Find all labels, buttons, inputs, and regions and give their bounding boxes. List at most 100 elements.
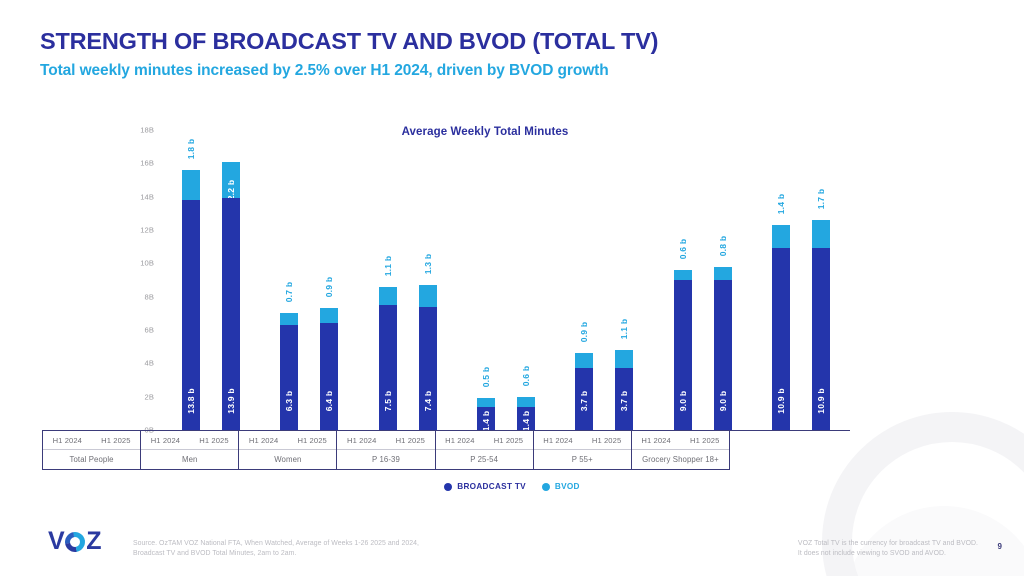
broadcast-tv-segment[interactable]: 10.9 b (811, 248, 830, 430)
y-axis-tick: 18B (140, 125, 154, 135)
page-subtitle: Total weekly minutes increased by 2.5% o… (40, 62, 609, 79)
bvod-value-label: 1.3 b (422, 253, 433, 275)
bvod-segment[interactable]: 1.3 b (418, 254, 437, 307)
stacked-bar[interactable]: 1.8 b 13.8 b (182, 139, 201, 430)
broadcast-tv-segment[interactable]: 9.0 b (673, 280, 692, 430)
bar-groups: 1.8 b 13.8 b 2.2 b 13.9 b 0.7 b 6.3 b 0.9 b 6.4… (162, 130, 850, 432)
broadcast-tv-value-label: 6.3 b (284, 390, 295, 412)
broadcast-tv-segment[interactable]: 10.9 b (771, 248, 790, 430)
stacked-bar[interactable]: 1.4 b 10.9 b (771, 194, 790, 430)
x-axis-period-label: H1 2025 (395, 435, 425, 445)
stacked-bar[interactable]: 0.6 b 9.0 b (673, 239, 692, 430)
broadcast-tv-segment[interactable]: 3.7 b (575, 368, 594, 430)
bar-group: 0.7 b 6.3 b 0.9 b 6.4 b (260, 130, 358, 430)
bvod-value-label: 1.8 b (186, 138, 197, 160)
bvod-segment[interactable]: 2.2 b (222, 161, 241, 201)
broadcast-tv-segment[interactable]: 1.4 b (516, 406, 535, 432)
bvod-value-label: 0.5 b (480, 367, 491, 388)
legend-item[interactable]: BVOD (541, 482, 580, 491)
bvod-segment[interactable]: 0.6 b (516, 365, 535, 407)
x-axis-period-label: H1 2025 (690, 435, 720, 445)
broadcast-tv-value-label: 13.9 b (226, 388, 237, 414)
x-axis-group: H1 2024 H1 2025 Men (141, 431, 240, 469)
stacked-bar[interactable]: 1.7 b 10.9 b (811, 189, 830, 430)
bvod-segment[interactable]: 0.8 b (713, 235, 732, 280)
stacked-bar[interactable]: 2.2 b 13.9 b (222, 161, 241, 430)
broadcast-tv-value-label: 3.7 b (619, 390, 630, 412)
x-axis-period-label: H1 2024 (248, 435, 279, 445)
x-axis-table: H1 2024 H1 2025 Total People H1 2024 H1 2025… (42, 430, 730, 470)
source-line-2: Broadcast TV and BVOD Total Minutes, 2am… (133, 550, 297, 558)
y-axis: 0B 2B 4B 6B 8B 10B 12B 14B 16B 18B (120, 126, 160, 435)
broadcast-tv-segment[interactable]: 13.8 b (182, 200, 201, 430)
slide-header: STRENGTH OF BROADCAST TV AND BVOD (TOTAL… (40, 28, 658, 80)
y-axis-tick: 12B (140, 225, 154, 235)
bvod-value-label: 0.8 b (717, 235, 728, 256)
x-axis-period-label: H1 2025 (297, 435, 327, 445)
broadcast-tv-value-label: 10.9 b (815, 388, 826, 414)
x-axis-group-label: P 25-54 (470, 455, 499, 464)
bvod-segment[interactable]: 1.4 b (771, 194, 790, 249)
x-axis-period-label: H1 2024 (445, 435, 475, 445)
x-axis-group: H1 2024 H1 2025 P 55+ (533, 431, 632, 469)
stacked-bar[interactable]: 1.1 b 3.7 b (615, 319, 634, 430)
bvod-segment[interactable]: 1.8 b (182, 139, 201, 200)
stacked-bar[interactable]: 0.8 b 9.0 b (713, 235, 732, 430)
bvod-segment[interactable]: 0.9 b (320, 277, 339, 324)
bar-group: 1.4 b 10.9 b 1.7 b 10.9 b (752, 130, 850, 430)
stacked-bar[interactable]: 1.1 b 7.5 b (378, 255, 397, 430)
bvod-segment[interactable]: 0.7 b (280, 282, 299, 325)
broadcast-tv-segment[interactable]: 9.0 b (713, 280, 732, 430)
bvod-segment[interactable]: 0.6 b (673, 239, 692, 280)
y-axis-tick: 2B (144, 392, 154, 402)
x-axis-group-label: Women (274, 455, 302, 464)
x-axis-period-label: H1 2024 (150, 435, 181, 445)
broadcast-tv-segment[interactable]: 1.4 b (476, 406, 495, 432)
legend-item[interactable]: BROADCAST TV (444, 482, 526, 491)
x-axis-period-label: H1 2025 (591, 435, 622, 445)
bvod-value-label: 0.7 b (284, 282, 295, 303)
source-note: Source. OzTAM VOZ National FTA, When Wat… (133, 539, 419, 560)
stacked-bar[interactable]: 0.5 b 1.4 b (476, 367, 495, 432)
page-title: STRENGTH OF BROADCAST TV AND BVOD (TOTAL… (40, 28, 659, 54)
bar-group: 0.6 b 9.0 b 0.8 b 9.0 b (653, 130, 751, 430)
y-axis-tick: 14B (140, 192, 154, 202)
stacked-bar[interactable]: 0.9 b 6.4 b (320, 277, 339, 430)
stacked-bar[interactable]: 0.6 b 1.4 b (516, 365, 535, 432)
y-axis-tick: 8B (144, 292, 154, 302)
bvod-segment[interactable]: 0.5 b (476, 367, 495, 407)
bar-group: 0.9 b 3.7 b 1.1 b 3.7 b (555, 130, 653, 430)
x-axis-period-label: H1 2024 (641, 435, 671, 445)
bvod-segment[interactable]: 0.9 b (575, 322, 594, 369)
broadcast-tv-segment[interactable]: 7.5 b (378, 305, 397, 430)
broadcast-tv-segment[interactable]: 7.4 b (418, 306, 437, 430)
broadcast-tv-segment[interactable]: 6.4 b (320, 323, 339, 430)
chart: Average Weekly Total Minutes 0B 2B 4B 6B 8B 1… (120, 120, 850, 495)
x-axis-group-label: Grocery Shopper 18+ (642, 455, 719, 464)
x-axis-group: H1 2024 H1 2025 Women (239, 431, 338, 469)
broadcast-tv-value-label: 7.4 b (422, 390, 433, 412)
bar-group: 1.1 b 7.5 b 1.3 b 7.4 b (359, 130, 457, 430)
legend-label: BVOD (554, 482, 580, 491)
bar-group: 1.8 b 13.8 b 2.2 b 13.9 b (162, 130, 260, 430)
stacked-bar[interactable]: 0.9 b 3.7 b (575, 322, 594, 430)
broadcast-tv-segment[interactable]: 3.7 b (615, 368, 634, 430)
broadcast-tv-value-label: 6.4 b (324, 390, 335, 412)
stacked-bar[interactable]: 0.7 b 6.3 b (280, 282, 299, 430)
bvod-segment[interactable]: 1.1 b (615, 319, 634, 369)
source-line-1: Source. OzTAM VOZ National FTA, When Wat… (133, 539, 419, 547)
x-axis-period-label: H1 2024 (52, 435, 82, 445)
bvod-segment[interactable]: 1.1 b (378, 255, 397, 305)
legend-label: BROADCAST TV (457, 482, 526, 491)
stacked-bar[interactable]: 1.3 b 7.4 b (418, 254, 437, 430)
broadcast-tv-value-label: 9.0 b (677, 390, 688, 412)
broadcast-tv-value-label: 1.4 b (480, 410, 491, 432)
bvod-segment[interactable]: 1.7 b (811, 189, 830, 249)
broadcast-tv-segment[interactable]: 13.9 b (222, 198, 241, 430)
broadcast-tv-value-label: 1.4 b (520, 410, 531, 432)
y-axis-tick: 10B (140, 258, 154, 268)
x-axis-group: H1 2024 H1 2025 Grocery Shopper 18+ (631, 431, 729, 469)
broadcast-tv-segment[interactable]: 6.3 b (280, 325, 299, 430)
